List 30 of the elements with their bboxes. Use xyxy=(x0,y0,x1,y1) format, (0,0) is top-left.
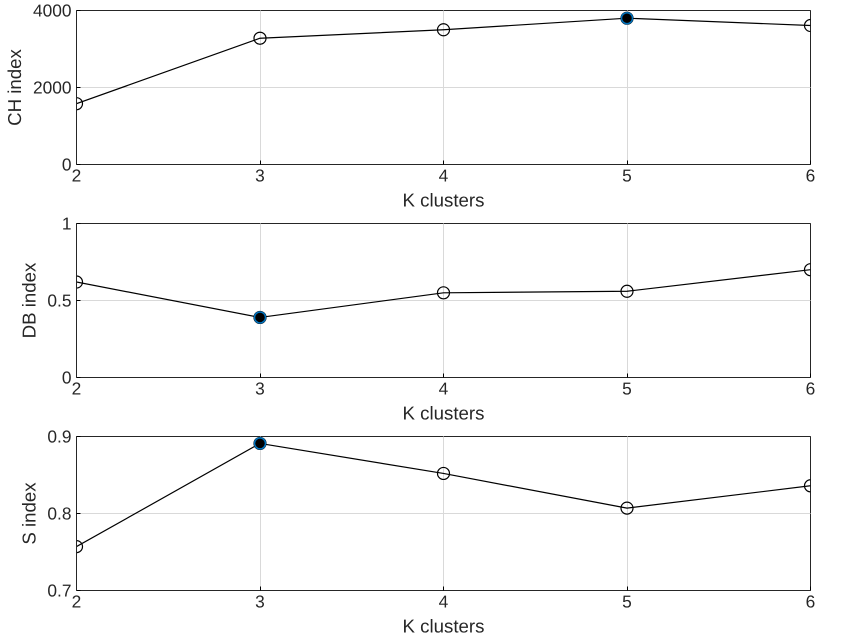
x-tick-label: 4 xyxy=(438,166,449,186)
x-tick-label: 2 xyxy=(72,166,82,186)
x-tick-label: 5 xyxy=(622,592,632,612)
y-tick-label: 0.8 xyxy=(47,504,72,524)
y-axis-title: DB index xyxy=(18,262,40,338)
x-tick-label: 5 xyxy=(622,378,632,398)
x-tick-label: 3 xyxy=(255,378,265,398)
y-tick-label: 0.9 xyxy=(47,426,72,446)
x-tick-label: 2 xyxy=(72,592,82,612)
y-tick-label: 0.7 xyxy=(47,580,72,600)
x-tick-label: 3 xyxy=(255,166,265,186)
x-tick-label: 5 xyxy=(622,166,632,186)
x-tick-label: 6 xyxy=(806,166,816,186)
y-tick-label: 0.5 xyxy=(47,290,72,310)
x-axis-title: K clusters xyxy=(402,190,484,210)
y-axis-title: S index xyxy=(18,482,40,545)
x-tick-label: 4 xyxy=(438,378,449,398)
y-tick-label: 2000 xyxy=(32,78,72,98)
y-tick-label: 0 xyxy=(62,154,72,174)
y-tick-label: 1 xyxy=(62,214,72,234)
y-axis-title: CH index xyxy=(4,48,25,126)
x-tick-label: 4 xyxy=(438,592,449,612)
x-axis-title: K clusters xyxy=(402,616,484,636)
y-tick-label: 4000 xyxy=(32,0,72,20)
y-tick-label: 0 xyxy=(62,368,72,388)
x-tick-label: 2 xyxy=(72,378,82,398)
x-tick-label: 6 xyxy=(806,592,816,612)
x-tick-label: 6 xyxy=(806,378,816,398)
x-tick-label: 3 xyxy=(255,592,265,612)
x-axis-title: K clusters xyxy=(402,402,484,424)
